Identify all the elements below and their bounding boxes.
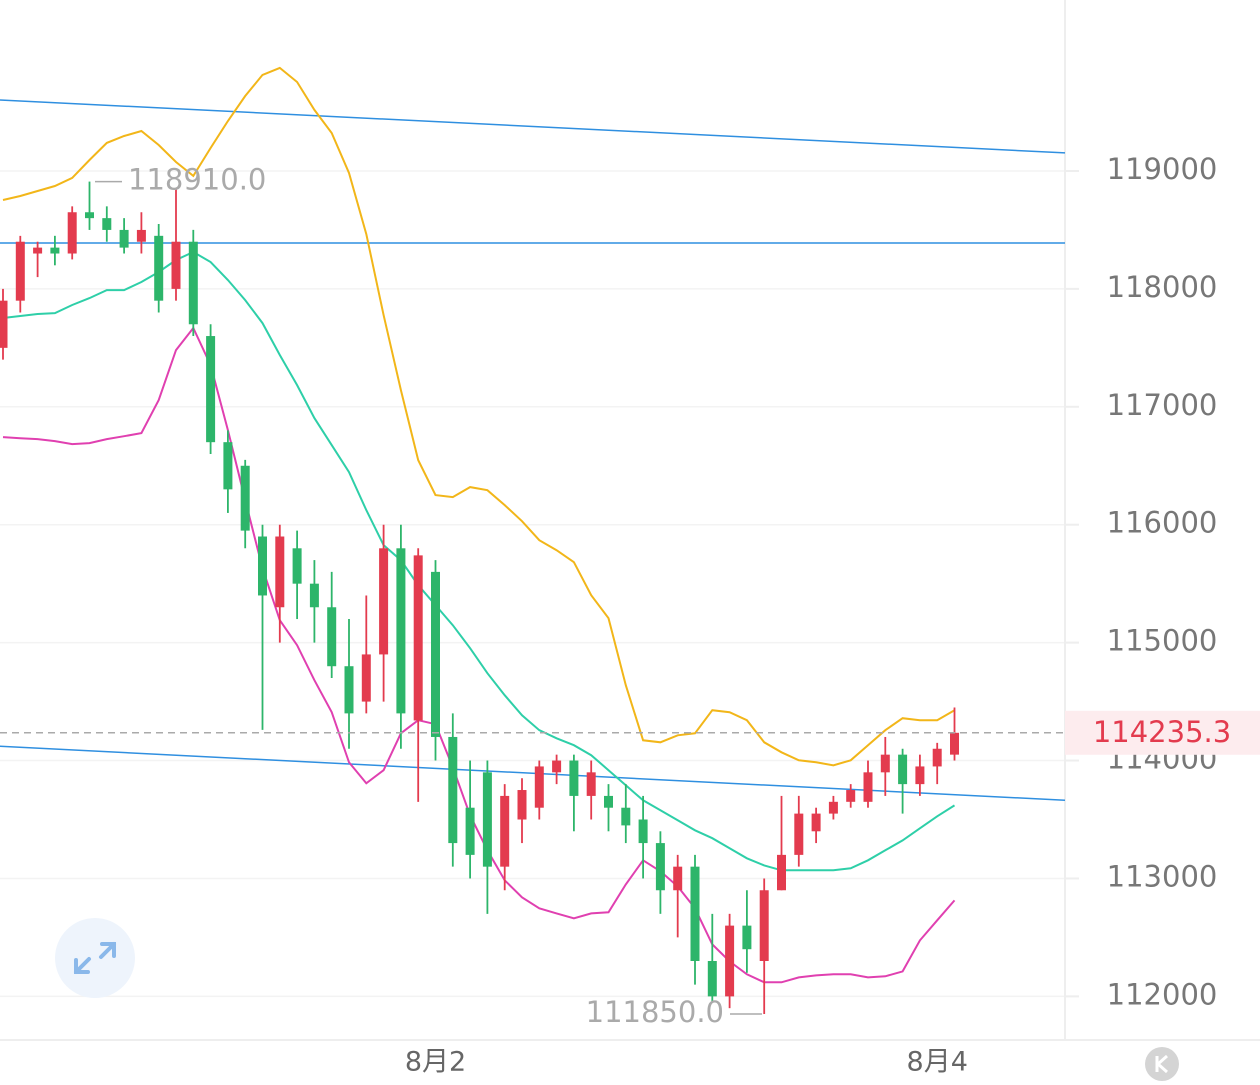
trend-line	[0, 745, 1066, 802]
candle-body	[344, 666, 354, 714]
candle-body	[621, 807, 631, 826]
expand-icon[interactable]	[74, 942, 116, 974]
candle-body	[327, 607, 337, 667]
k-button[interactable]	[1145, 1047, 1179, 1081]
high-label: 118910.0	[128, 163, 266, 197]
candle-body	[171, 241, 181, 289]
candle-body	[431, 571, 440, 737]
k-bg[interactable]	[1145, 1047, 1179, 1081]
y-tick-label: 115000	[1107, 624, 1218, 658]
candle-body	[309, 583, 319, 608]
candle-body	[465, 807, 475, 855]
last-price-box	[1065, 710, 1260, 755]
candle-body	[638, 819, 648, 844]
candle-body	[500, 795, 510, 867]
candle-body	[742, 925, 752, 950]
y-tick-label: 113000	[1107, 859, 1218, 893]
candle-body	[725, 925, 735, 997]
candle-body	[448, 736, 458, 844]
candle-body	[188, 241, 198, 325]
candle-body	[586, 772, 596, 796]
last-price-label: 114235.3	[1093, 715, 1231, 749]
candle-body	[275, 536, 285, 608]
candle-body	[223, 442, 233, 490]
candle-body	[413, 555, 423, 721]
candle-body	[880, 754, 890, 773]
expand-button[interactable]	[55, 918, 135, 998]
candle-body	[85, 212, 94, 219]
y-tick-label: 116000	[1107, 506, 1218, 540]
candle-body	[794, 813, 804, 855]
candle-body	[915, 766, 925, 785]
candle-body	[258, 536, 267, 596]
candle-body	[534, 766, 544, 808]
candle-body	[846, 790, 856, 802]
trend-line	[0, 99, 1066, 154]
candle-body	[396, 548, 406, 714]
candle-body	[292, 548, 302, 584]
candle-body	[690, 866, 700, 961]
y-tick-label: 117000	[1107, 388, 1218, 422]
y-tick-label: 112000	[1107, 977, 1218, 1011]
candle-body	[759, 890, 769, 961]
candle-body	[361, 654, 371, 702]
candle-body	[811, 813, 821, 832]
y-tick-label: 118000	[1107, 270, 1218, 304]
candle-body	[136, 229, 146, 242]
y-tick-label: 119000	[1107, 152, 1218, 186]
candle-body	[604, 795, 613, 808]
candle-body	[898, 754, 908, 785]
candle-body	[707, 960, 717, 997]
candle-body	[33, 247, 43, 254]
candle-body	[828, 801, 838, 814]
band-line	[2, 250, 956, 872]
candle-body	[379, 548, 389, 655]
candle-body	[932, 748, 942, 767]
x-tick-label: 8月2	[405, 1047, 466, 1078]
candle-body	[119, 229, 129, 248]
candle-body	[0, 300, 8, 348]
candle-body	[102, 218, 112, 230]
k-icon[interactable]	[1155, 1054, 1168, 1074]
candle-body	[15, 241, 25, 301]
candle-body	[154, 235, 164, 301]
candle-body	[50, 247, 60, 254]
candle-body	[569, 760, 579, 796]
x-tick-label: 8月4	[907, 1047, 968, 1078]
candle-body	[673, 866, 683, 891]
candle-body	[482, 772, 492, 867]
band-line	[2, 66, 956, 767]
low-label: 111850.0	[586, 995, 724, 1029]
candle-body	[67, 212, 77, 254]
candle-body	[206, 336, 216, 443]
band-line	[2, 326, 956, 984]
candle-body	[777, 854, 786, 891]
candle-body	[863, 772, 873, 802]
expand-bg[interactable]	[55, 918, 135, 998]
candle-body	[240, 465, 250, 531]
candle-body	[517, 790, 527, 820]
candle-body	[552, 760, 562, 773]
candle-body	[655, 843, 665, 891]
candle-body	[950, 732, 959, 755]
